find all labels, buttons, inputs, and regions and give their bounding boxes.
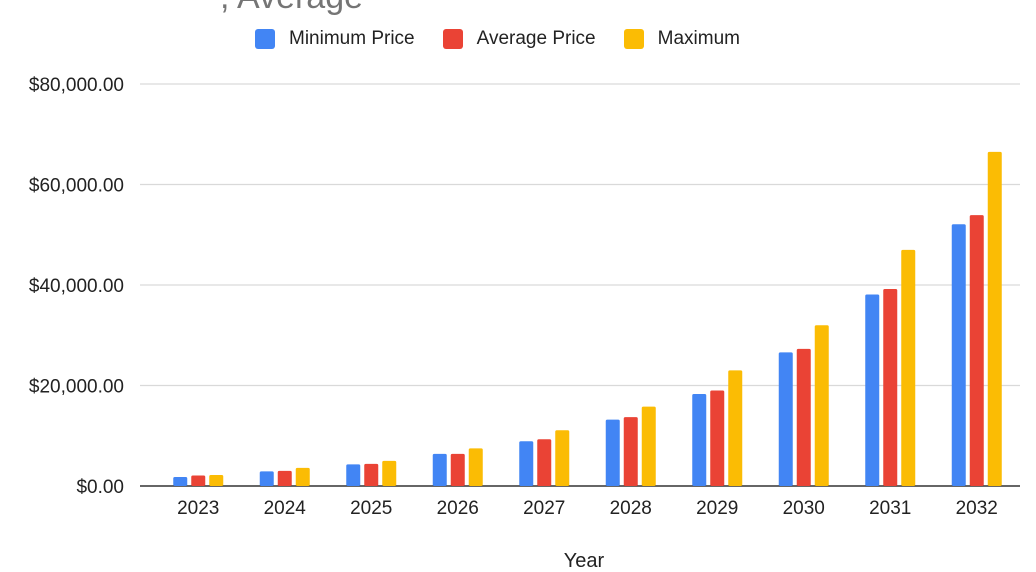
x-tick-label: 2025: [350, 498, 392, 519]
bar-maximum-2025: [382, 460, 397, 486]
y-tick-label: $80,000.00: [29, 75, 124, 96]
x-tick-label: 2024: [264, 498, 307, 519]
x-tick-label: 2023: [177, 498, 219, 519]
bar-minimum-price-2029: [692, 394, 707, 486]
bar-maximum-2023: [209, 474, 224, 486]
bar-average-price-2026: [450, 453, 465, 486]
legend-swatch-minimum-price: [255, 29, 275, 49]
x-axis-tick-labels: 2023 2024 2025 2026 2027 2028 2029 2030 2031 2032: [177, 498, 998, 519]
bar-average-price-2030: [796, 348, 811, 486]
y-tick-label: $20,000.00: [29, 377, 124, 398]
bar-minimum-price-2023: [173, 476, 188, 486]
bar-average-price-2029: [710, 390, 725, 486]
bar-minimum-price-2031: [865, 294, 880, 486]
y-tick-label: $60,000.00: [29, 176, 124, 197]
legend-item-average-price: Average Price: [442, 28, 596, 50]
legend-label-minimum-price: Minimum Price: [289, 28, 415, 49]
bar-average-price-2028: [623, 417, 638, 486]
x-tick-label: 2026: [437, 498, 479, 519]
bar-average-price-2031: [883, 289, 898, 486]
legend-swatch-maximum: [623, 29, 644, 49]
x-tick-label: 2028: [610, 498, 652, 519]
legend-label-maximum: Maximum: [657, 28, 740, 49]
bar-maximum-2032: [987, 151, 1002, 486]
bar-average-price-2024: [277, 470, 292, 486]
bar-maximum-2029: [728, 370, 743, 486]
bar-average-price-2023: [191, 475, 206, 486]
bar-maximum-2030: [814, 325, 829, 486]
y-tick-label: $40,000.00: [29, 276, 124, 297]
bar-maximum-2027: [555, 430, 570, 486]
bar-maximum-2028: [641, 406, 656, 486]
x-tick-label: 2027: [523, 498, 565, 519]
bar-average-price-2027: [537, 439, 552, 486]
legend-item-minimum-price: Minimum Price: [255, 28, 415, 50]
legend-label-average-price: Average Price: [476, 28, 596, 49]
x-tick-label: 2029: [696, 498, 738, 519]
legend-swatch-average-price: [442, 29, 463, 49]
y-axis-tick-labels: $0.00 $20,000.00 $40,000.00 $60,000.00 $80,0…: [29, 75, 124, 498]
bar-minimum-price-2030: [778, 352, 793, 486]
bar-maximum-2026: [468, 448, 483, 486]
bar-minimum-price-2028: [605, 419, 620, 486]
bar-minimum-price-2032: [951, 224, 966, 486]
bar-average-price-2025: [364, 463, 379, 486]
bar-minimum-price-2025: [346, 464, 361, 486]
chart-title: , Average: [220, 0, 363, 17]
legend-item-maximum: Maximum: [623, 28, 740, 50]
legend: Minimum Price Average Price Maximum: [255, 28, 740, 50]
x-tick-label: 2030: [783, 498, 825, 519]
x-tick-label: 2032: [956, 498, 998, 519]
bar-maximum-2031: [901, 249, 916, 486]
x-tick-label: 2031: [869, 498, 911, 519]
bar-maximum-2024: [295, 467, 310, 486]
x-axis-label: Year: [564, 550, 605, 572]
y-tick-label: $0.00: [76, 477, 124, 498]
bars: [173, 151, 1002, 486]
bar-minimum-price-2026: [432, 453, 447, 486]
bar-average-price-2032: [969, 215, 984, 486]
bar-minimum-price-2024: [259, 471, 274, 486]
bar-minimum-price-2027: [519, 441, 534, 486]
